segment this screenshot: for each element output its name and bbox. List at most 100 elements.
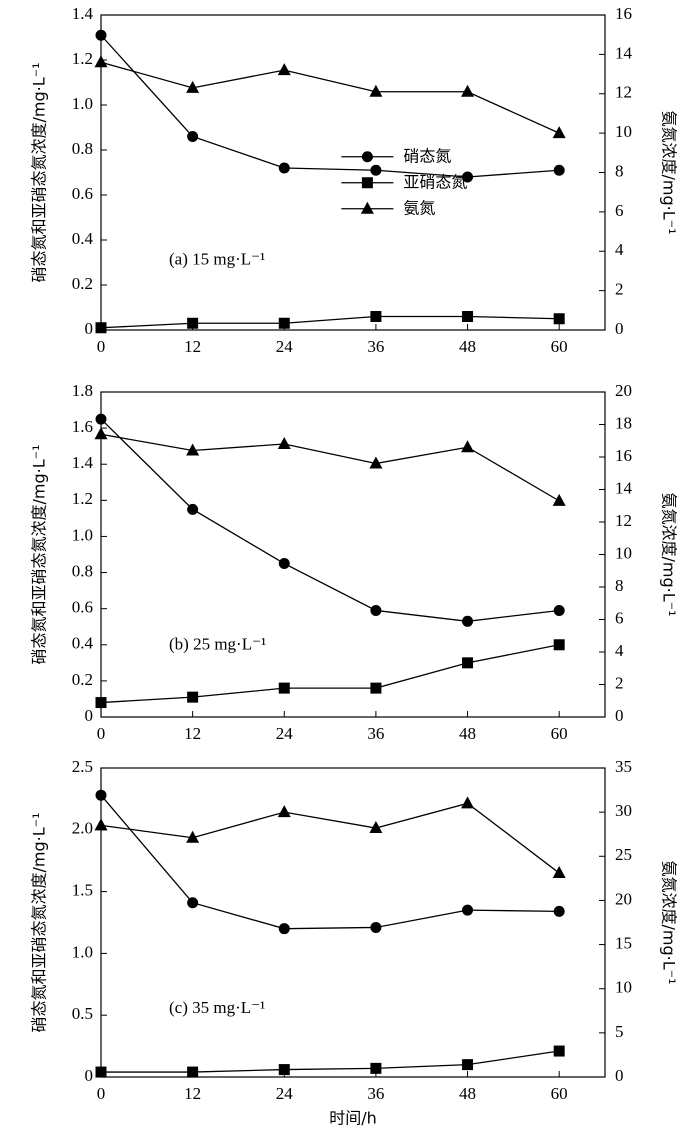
y-tick-label: 0.6	[72, 184, 93, 203]
x-tick-label: 0	[97, 724, 106, 743]
series-line	[100, 315, 560, 329]
data-point	[462, 657, 474, 669]
data-point	[187, 131, 199, 142]
y2-tick-label: 14	[615, 43, 633, 62]
series-line	[100, 794, 560, 930]
x-tick-label: 60	[551, 337, 568, 356]
y-tick-label: 2.5	[72, 757, 93, 776]
x-tick-label: 48	[459, 724, 476, 743]
annotation: (b) 25 mg·L⁻¹	[169, 634, 266, 653]
y2-axis-label: 氨氮浓度/mg·L⁻¹	[660, 493, 679, 617]
y2-tick-label: 12	[615, 511, 632, 530]
y2-tick-label: 4	[615, 641, 624, 660]
y-tick-label: 0.6	[72, 598, 93, 617]
data-point	[277, 63, 291, 76]
series-line	[100, 644, 560, 704]
y-tick-label: 1.8	[72, 381, 93, 400]
data-point	[187, 1066, 199, 1078]
data-point	[462, 615, 474, 627]
x-tick-label: 12	[184, 1084, 201, 1103]
plot-frame	[100, 391, 606, 718]
data-point	[277, 805, 291, 818]
y2-tick-label: 35	[615, 757, 632, 776]
data-point	[553, 313, 565, 325]
y-tick-label: 1.5	[72, 881, 93, 900]
data-point	[462, 1059, 474, 1071]
x-tick-label: 36	[367, 724, 384, 743]
series-line	[100, 34, 560, 178]
data-point	[186, 80, 200, 93]
y-tick-label: 0	[85, 706, 94, 725]
data-point	[278, 317, 290, 329]
y-tick-label: 2.0	[72, 819, 93, 838]
y2-tick-label: 20	[615, 889, 632, 908]
data-point	[94, 427, 108, 440]
y2-tick-label: 2	[615, 673, 624, 692]
legend-label: 氨氮	[403, 198, 435, 217]
y-axis-label: 硝态氮和亚硝态氮浓度/mg·L⁻¹	[30, 445, 49, 665]
data-point	[186, 830, 200, 843]
y2-tick-label: 8	[615, 576, 624, 595]
y2-tick-label: 10	[615, 978, 632, 997]
y-tick-label: 0.8	[72, 561, 93, 580]
y2-tick-label: 12	[615, 83, 632, 102]
y2-tick-label: 14	[615, 478, 633, 497]
data-point	[278, 558, 290, 570]
data-point	[369, 821, 383, 834]
data-point	[370, 921, 382, 933]
x-tick-label: 48	[459, 337, 476, 356]
series-line	[100, 802, 560, 874]
data-point	[95, 697, 107, 709]
series-line	[100, 433, 560, 502]
data-point	[187, 691, 199, 703]
y2-tick-label: 8	[615, 161, 624, 180]
x-tick-label: 36	[367, 1084, 384, 1103]
y-tick-label: 0	[85, 1066, 94, 1085]
y2-tick-label: 2	[615, 280, 624, 299]
data-point	[461, 796, 475, 809]
y-tick-label: 1.2	[72, 49, 93, 68]
data-point	[95, 322, 107, 334]
data-point	[278, 682, 290, 694]
data-point	[369, 456, 383, 469]
data-point	[370, 1062, 382, 1074]
y2-tick-label: 25	[615, 845, 632, 864]
x-axis-label: 时间/h	[329, 1109, 377, 1128]
data-point	[277, 437, 291, 449]
data-point	[94, 818, 108, 831]
data-point	[553, 604, 565, 616]
legend-marker	[361, 151, 373, 163]
legend-label: 亚硝态氮	[403, 172, 467, 191]
data-point	[95, 789, 107, 801]
data-point	[370, 604, 382, 616]
data-point	[462, 311, 474, 322]
data-point	[552, 126, 566, 139]
y-axis-label: 硝态氮和亚硝态氮浓度/mg·L⁻¹	[30, 63, 49, 283]
annotation: (c) 35 mg·L⁻¹	[169, 998, 265, 1017]
data-point	[461, 84, 475, 97]
y-tick-label: 1.4	[72, 453, 94, 472]
data-point	[95, 29, 107, 41]
y2-tick-label: 30	[615, 801, 632, 820]
plot-frame	[100, 767, 606, 1078]
data-point	[370, 311, 382, 322]
x-tick-label: 60	[551, 1084, 568, 1103]
x-tick-label: 24	[276, 1084, 294, 1103]
data-point	[186, 443, 200, 456]
data-point	[278, 1064, 290, 1076]
y2-tick-label: 20	[615, 381, 632, 400]
data-point	[369, 84, 383, 97]
x-tick-label: 36	[367, 337, 384, 356]
data-point	[370, 164, 382, 176]
y-tick-label: 0.2	[72, 274, 93, 293]
y-tick-label: 0.5	[72, 1004, 93, 1023]
y2-tick-label: 16	[615, 446, 632, 465]
data-point	[461, 440, 475, 453]
data-point	[278, 923, 290, 935]
data-point	[187, 317, 199, 329]
y-tick-label: 1.0	[72, 94, 93, 113]
y2-axis-label: 氨氮浓度/mg·L⁻¹	[660, 111, 679, 235]
data-point	[553, 164, 565, 176]
x-tick-label: 48	[459, 1084, 476, 1103]
